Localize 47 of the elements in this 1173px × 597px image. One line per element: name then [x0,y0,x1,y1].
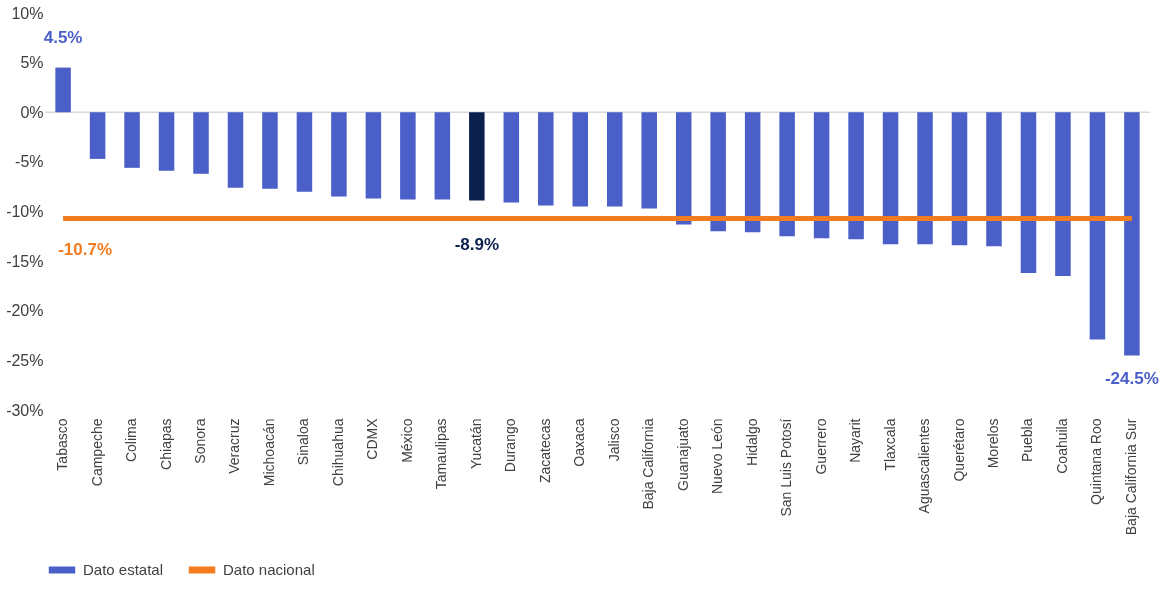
x-tick-label: San Luis Potosí [778,418,795,517]
x-tick-label: Tlaxcala [881,418,898,471]
x-tick-label: Tabasco [54,418,71,471]
x-tick-label: Zacatecas [536,418,553,484]
data-label: -10.7% [58,240,113,260]
data-label: -8.9% [454,234,500,254]
legend-label: Dato estatal [83,561,164,578]
y-tick-label: -10% [6,203,44,220]
x-tick-label: Sonora [192,418,209,464]
x-tick-label: Guanajuato [674,418,691,491]
x-tick-label: Baja California [640,418,657,510]
x-tick-label: Chiapas [157,418,174,470]
y-tick-label: 0% [20,103,44,121]
data-label: -24.5% [1104,369,1159,389]
y-tick-label: 10% [11,4,44,22]
x-tick-label: Baja California Sur [1122,418,1139,536]
x-tick-label: Quintana Roo [1088,418,1105,505]
x-tick-label: Coahuila [1053,418,1070,474]
x-tick-label: Nayarit [847,418,864,463]
x-tick-label: Durango [502,418,519,473]
x-tick-label: Tamaulipas [433,418,450,490]
x-tick-label: Veracruz [226,418,243,474]
x-tick-label: Hidalgo [743,418,760,466]
x-tick-label: Campeche [88,418,105,487]
x-tick-label: Oaxaca [571,418,588,467]
x-tick-label: Michoacán [260,418,277,487]
y-tick-label: 5% [20,54,44,72]
x-tick-label: Guerrero [812,418,829,475]
x-tick-label: Morelos [984,418,1001,469]
x-tick-label: Puebla [1019,418,1036,463]
y-tick-label: -30% [6,401,44,419]
legend-label: Dato nacional [223,561,315,578]
data-label: 4.5% [43,27,83,47]
x-tick-label: Sinaloa [295,418,312,466]
x-tick-label: Querétaro [950,418,967,482]
y-tick-label: -5% [15,153,44,171]
x-tick-label: México [398,418,415,463]
x-tick-label: CDMX [364,417,381,460]
x-tick-label: Aguascalientes [916,418,933,514]
x-tick-label: Chihuahua [329,418,346,487]
y-tick-label: -25% [6,351,44,369]
y-tick-label: -20% [6,302,44,320]
x-tick-label: Yucatán [467,418,484,470]
x-tick-label: Colima [123,418,140,463]
x-tick-label: Nuevo León [709,418,726,495]
x-tick-label: Jalisco [605,418,622,462]
y-tick-label: -15% [6,252,44,270]
